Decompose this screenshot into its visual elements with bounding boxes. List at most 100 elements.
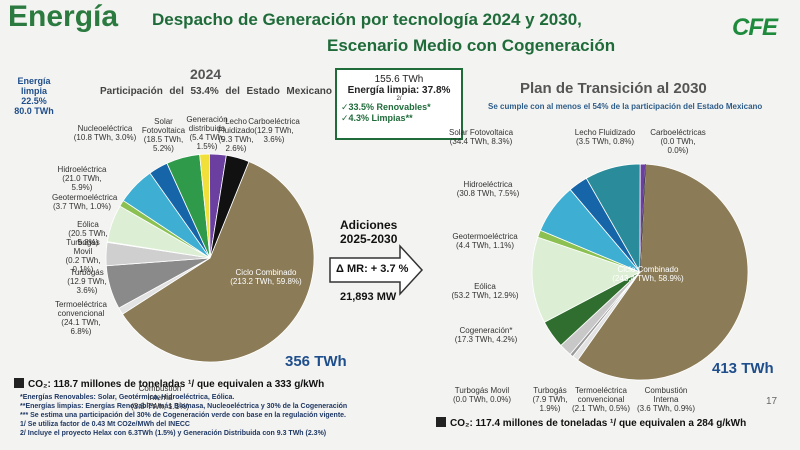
subtitle: Despacho de Generación por tecnología 20… (152, 10, 582, 29)
slice-name: Solar Fotovoltaica (141, 117, 186, 135)
slice-name: Hidroeléctrica (463, 180, 513, 189)
value-label: (21.0 TWh, 5.9%) (62, 174, 102, 192)
value-label: (213.2 TWh, 59.8%) (230, 277, 302, 286)
slice-label: Eólica (53.2 TWh, 12.9%) (450, 282, 520, 300)
arrow (329, 244, 424, 296)
clean-energy-box: 155.6 TWh Energía limpia: 37.8% 2/ ✓33.5… (335, 68, 463, 140)
value-label: (53.2 TWh, 12.9%) (451, 291, 519, 300)
slice-name: Eólica (474, 282, 496, 291)
capacity: 21,893 MW (340, 291, 397, 303)
slice-label: Ciclo Combinado (243.4 TWh, 58.9%) (612, 265, 684, 283)
value-label: (3.7 TWh, 1.0%) (52, 202, 112, 211)
slice-name: Geotermoeléctrica (52, 193, 118, 202)
value-label: (18.5 TWh, 5.2%) (143, 135, 184, 153)
value-label: (20.5 TWh, 5.8%) (68, 229, 108, 247)
slice-name: Carboeléctricas (650, 128, 706, 137)
slice-name: Lecho Fluidizado (218, 117, 255, 135)
slice-name: Hidroeléctrica (57, 165, 107, 174)
slice-label: Carboeléctrica (12.9 TWh, 3.6%) (248, 117, 300, 144)
slice-name: Ciclo Combinado (235, 268, 297, 277)
slice-label: Hidroeléctrica (30.8 TWh, 7.5%) (456, 180, 520, 198)
slice-name: Carboeléctrica (248, 117, 300, 126)
note: *** Se estima una participación del 30% … (20, 412, 346, 419)
note: 1/ Se utiliza factor de 0.43 Mt CO2e/MWh… (20, 421, 190, 428)
footnote-ref: 2/ (396, 96, 402, 102)
value-label: (7.9 TWh, 1.9%) (532, 395, 568, 413)
slice-label: Turbogás Movil (0.2 TWh, 0.1%) (58, 238, 108, 274)
slice-name: Ciclo Combinado (617, 265, 679, 274)
value-label: (17.3 TWh, 4.2%) (454, 335, 518, 344)
value-label: (5.4 TWh, 1.5%) (189, 133, 225, 151)
slice-name: Solar Fotovoltaica (448, 128, 514, 137)
additions-title: Adiciones 2025-2030 (340, 218, 398, 246)
pie-slice (121, 161, 315, 363)
arrow-shape (329, 244, 424, 296)
slice-label: Turbogás (7.9 TWh, 1.9%) (528, 386, 572, 413)
pie-slice (639, 164, 646, 273)
clean-other: ✓4.3% Limpias** (341, 113, 413, 123)
value-label: (24.1 TWh, 6.8%) (61, 318, 101, 336)
pie-slice (531, 236, 642, 323)
chart-title: 2024 (190, 66, 222, 82)
slice-label: Solar Fotovoltaica (18.5 TWh, 5.2%) (136, 117, 191, 153)
value-label: (12.9 TWh, 3.6%) (254, 126, 294, 144)
value-label: (30.8 TWh, 7.5%) (456, 189, 520, 198)
value-label: (9.3 TWh, 2.6%) (218, 135, 254, 153)
total: 356 TWh (285, 353, 347, 370)
chart-subtitle: Se cumple con al menos el 54% de la part… (488, 102, 763, 111)
share: 22.5% (21, 96, 47, 106)
slice-label: Solar Fotovoltaica (34.4 TWh, 8.3%) (446, 128, 516, 146)
value-label: (4.4 TWh, 1.1%) (455, 241, 515, 250)
slice-name: Generación distribuida (186, 115, 228, 133)
value-label: (3.5 TWh, 0.8%) (575, 137, 635, 146)
slice-label: Eólica (20.5 TWh, 5.8%) (60, 220, 116, 247)
notes: *Energías Renovables: Solar, Geotérmica,… (20, 393, 400, 438)
slice-label: Termoeléctrica convencional (24.1 TWh, 6.… (50, 300, 112, 336)
emissions: CO₂: 117.4 millones de toneladas ¹/ que … (450, 418, 747, 429)
co2-icon-1 (14, 378, 24, 388)
subtitle: Escenario Medio con Cogeneración (327, 36, 616, 55)
main-title: Energía (8, 0, 119, 33)
note: **Energías limpias: Energías Renovables … (20, 403, 348, 410)
slice-name: Nucleoeléctrica (77, 124, 133, 133)
value-label: (2.1 TWh, 0.5%) (571, 404, 631, 413)
slice-name: Turbogás (533, 386, 567, 395)
slice-label: Combustión Interna (3.6 TWh, 0.9%) (636, 386, 696, 413)
pie-slice (577, 163, 749, 381)
renewables: ✓33.5% Renovables* (341, 102, 431, 112)
slice-name: Termoeléctrica convencional (574, 386, 627, 404)
value-label: (243.4 TWh, 58.9%) (612, 274, 684, 283)
label: Energía limpia (17, 76, 51, 96)
slice-label: Hidroeléctrica (21.0 TWh, 5.9%) (52, 165, 112, 192)
slice-name: Eólica (77, 220, 99, 229)
value-label: (12.9 TWh, 3.6%) (67, 277, 107, 295)
note: 2/ Incluye el proyecto Helax con 6.3TWh … (20, 430, 327, 437)
value-label: (3.6 TWh, 0.9%) (636, 404, 696, 413)
co2-icon-2 (436, 417, 446, 427)
clean-share: Energía limpia: 37.8% (347, 85, 451, 96)
slice-label: Lecho Fluidizado (3.5 TWh, 0.8%) (566, 128, 644, 146)
slice-name: Turbogás Movil (66, 238, 100, 256)
slice-label: Carboeléctricas (0.0 TWh, 0.0%) (650, 128, 706, 155)
slice-label: Geotermoeléctrica (3.7 TWh, 1.0%) (52, 193, 118, 211)
slice-label: Lecho Fluidizado (9.3 TWh, 2.6%) (218, 117, 254, 153)
slice-name: Geotermoeléctrica (452, 232, 518, 241)
participation: Participación del 53.4% del Estado Mexic… (100, 86, 332, 97)
slice-name: Combustión Interna (138, 384, 182, 402)
page-number: 17 (766, 396, 778, 407)
value-label: (3.8 TWh, 1.1%) (130, 402, 190, 411)
value-label: (10.8 TWh, 3.0%) (73, 133, 137, 142)
slice-label: Termoeléctrica convencional (2.1 TWh, 0.5… (570, 386, 632, 413)
value-label: (0.0 TWh, 0.0%) (660, 137, 696, 155)
slice-label: Combustión Interna (3.8 TWh, 1.1%) (130, 384, 190, 411)
total: 413 TWh (712, 360, 774, 377)
slice-label: Turbogás Movil (0.0 TWh, 0.0%) (452, 386, 512, 404)
energy: 80.0 TWh (14, 106, 54, 116)
clean-energy-summary: Energía limpia 22.5% 80.0 TWh (6, 76, 62, 116)
value-label: (0.2 TWh, 0.1%) (65, 256, 101, 274)
slice-name: Combustión Interna (644, 386, 688, 404)
slice-name: Termoeléctrica convencional (54, 300, 107, 318)
slice-label: Geotermoeléctrica (4.4 TWh, 1.1%) (450, 232, 520, 250)
